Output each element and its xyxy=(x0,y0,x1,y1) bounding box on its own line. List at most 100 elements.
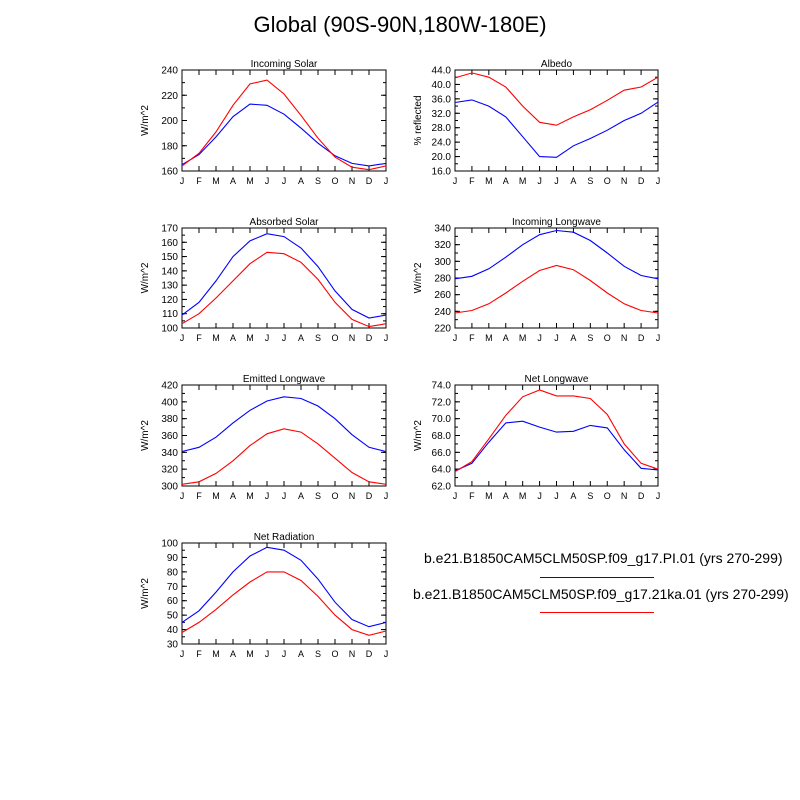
x-tick-label: A xyxy=(503,491,509,501)
x-tick-label: A xyxy=(503,176,509,186)
x-tick-label: A xyxy=(230,649,236,659)
x-tick-label: S xyxy=(587,176,593,186)
x-tick-label: M xyxy=(246,333,254,343)
y-tick-label: 360 xyxy=(161,431,178,442)
x-tick-label: M xyxy=(485,333,493,343)
x-tick-label: N xyxy=(621,333,628,343)
y-axis-label: W/m^2 xyxy=(140,420,151,451)
x-tick-label: J xyxy=(282,491,287,501)
y-tick-label: 66.0 xyxy=(432,448,452,459)
y-axis-label: W/m^2 xyxy=(413,420,424,451)
x-tick-label: M xyxy=(246,176,254,186)
y-tick-label: 80 xyxy=(167,567,179,578)
x-tick-label: M xyxy=(519,176,527,186)
y-tick-label: 44.0 xyxy=(432,66,452,77)
x-tick-label: D xyxy=(638,491,645,501)
y-tick-label: 50 xyxy=(167,611,179,622)
y-tick-label: 110 xyxy=(162,309,178,320)
x-tick-label: S xyxy=(587,333,593,343)
x-tick-label: J xyxy=(453,491,458,501)
panel-title: Incoming Solar xyxy=(251,59,318,70)
x-tick-label: A xyxy=(298,333,304,343)
x-tick-label: O xyxy=(331,176,338,186)
x-tick-label: S xyxy=(315,649,321,659)
x-tick-label: S xyxy=(587,491,593,501)
series-line-21ka xyxy=(454,389,659,473)
x-tick-label: M xyxy=(519,333,527,343)
y-axis-label: W/m^2 xyxy=(413,262,424,293)
x-tick-label: N xyxy=(349,649,356,659)
x-tick-label: O xyxy=(331,333,338,343)
plot-frame xyxy=(454,227,659,329)
x-tick-label: D xyxy=(366,333,373,343)
y-tick-label: 380 xyxy=(161,414,178,425)
x-tick-label: J xyxy=(282,176,287,186)
panel-title: Incoming Longwave xyxy=(512,217,601,228)
x-tick-label: J xyxy=(656,491,661,501)
x-tick-label: M xyxy=(212,649,220,659)
y-tick-label: 30 xyxy=(167,640,179,651)
x-tick-label: J xyxy=(180,649,185,659)
x-tick-label: A xyxy=(298,491,304,501)
x-tick-label: M xyxy=(212,176,220,186)
x-tick-label: J xyxy=(656,333,661,343)
x-tick-label: F xyxy=(469,491,475,501)
y-tick-label: 160 xyxy=(161,167,178,178)
series-line-pi xyxy=(181,546,387,628)
x-tick-label: F xyxy=(196,176,202,186)
y-tick-label: 74.0 xyxy=(432,381,452,392)
plot-frame xyxy=(181,542,387,645)
x-tick-label: O xyxy=(331,491,338,501)
x-tick-label: D xyxy=(366,176,373,186)
x-tick-label: N xyxy=(349,491,356,501)
y-tick-label: 20.0 xyxy=(432,152,452,163)
x-tick-label: A xyxy=(298,176,304,186)
y-tick-label: 160 xyxy=(161,238,178,249)
y-tick-label: 130 xyxy=(161,281,178,292)
y-tick-label: 320 xyxy=(434,240,451,251)
y-tick-label: 220 xyxy=(161,91,178,102)
series-line-21ka xyxy=(181,571,387,636)
series-line-pi xyxy=(454,420,659,472)
series-line-21ka xyxy=(454,72,659,126)
x-tick-label: J xyxy=(384,491,389,501)
x-tick-label: J xyxy=(265,491,270,501)
y-tick-label: 100 xyxy=(161,539,178,550)
plot-frame xyxy=(454,69,659,172)
series-line-pi xyxy=(454,99,659,158)
y-tick-label: 340 xyxy=(434,224,451,235)
panel-incoming-longwave: Incoming Longwave W/m^2 220 240 260 280 300 320… xyxy=(413,217,660,343)
y-tick-label: 90 xyxy=(167,553,179,564)
x-tick-label: N xyxy=(621,176,628,186)
x-tick-label: J xyxy=(265,333,270,343)
x-tick-label: J xyxy=(453,176,458,186)
x-tick-label: M xyxy=(485,176,493,186)
x-tick-label: D xyxy=(638,333,645,343)
x-tick-label: O xyxy=(331,649,338,659)
plot-frame xyxy=(454,384,659,487)
figure-title: Global (90S-90N,180W-180E) xyxy=(253,12,547,37)
series-line-21ka xyxy=(181,79,387,171)
x-tick-label: S xyxy=(315,491,321,501)
x-tick-label: J xyxy=(180,491,185,501)
y-tick-label: 240 xyxy=(161,66,178,77)
x-tick-label: M xyxy=(246,649,254,659)
y-tick-label: 62.0 xyxy=(432,482,452,493)
x-tick-label: J xyxy=(537,333,542,343)
series-line-pi xyxy=(181,233,387,319)
x-tick-label: F xyxy=(469,333,475,343)
x-tick-label: O xyxy=(604,176,611,186)
x-tick-label: N xyxy=(621,491,628,501)
y-tick-label: 36.0 xyxy=(432,94,452,105)
y-tick-label: 70 xyxy=(167,582,179,593)
x-tick-label: A xyxy=(230,333,236,343)
x-tick-label: J xyxy=(554,491,559,501)
plot-frame xyxy=(181,69,387,172)
y-tick-label: 72.0 xyxy=(432,397,452,408)
y-axis-label: W/m^2 xyxy=(140,262,151,293)
y-tick-label: 40 xyxy=(167,625,179,636)
series-line-21ka xyxy=(454,264,659,314)
y-axis-label: % reflected xyxy=(413,95,424,145)
